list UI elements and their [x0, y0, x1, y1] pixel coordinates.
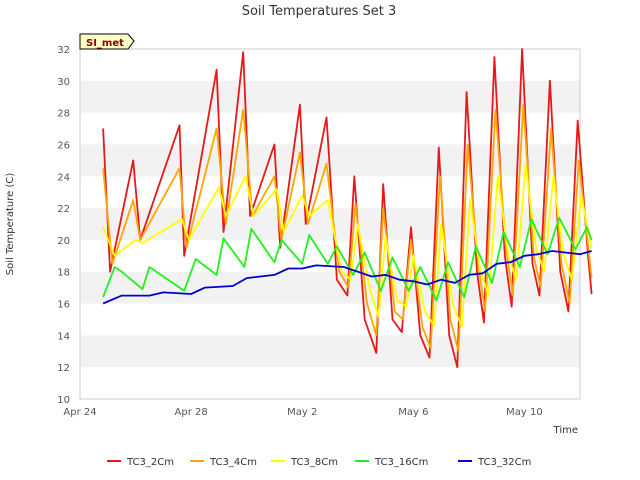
- plot-frame: [79, 48, 581, 400]
- series-line-tc3-8cm: [102, 164, 593, 329]
- legend: TC3_2Cm TC3_4Cm TC3_8Cm TC3_16Cm TC3_32Cm: [107, 457, 531, 468]
- series-line-tc3-32cm: [102, 250, 592, 305]
- grid-band: [80, 303, 580, 336]
- legend-label: TC3_32Cm: [477, 457, 531, 468]
- y-tick-label: 10: [57, 395, 70, 406]
- y-tick-label: 12: [57, 363, 70, 374]
- site-label-box: SI_met: [79, 33, 135, 50]
- x-tick-label: May 10: [506, 407, 543, 418]
- x-axis-title: Time: [553, 425, 578, 436]
- x-tick-label: May 6: [398, 407, 428, 418]
- x-tick-label: Apr 28: [175, 407, 208, 418]
- y-tick-label: 16: [57, 300, 70, 311]
- x-tick-labels: Apr 24 Apr 28 May 2 May 6 May 10: [63, 407, 542, 418]
- y-tick-label: 20: [57, 236, 70, 247]
- legend-label: TC3_4Cm: [209, 457, 257, 468]
- grid-band: [80, 112, 580, 145]
- grid-band: [80, 49, 580, 81]
- y-tick-label: 30: [57, 77, 70, 88]
- y-tick-label: 18: [57, 268, 70, 279]
- series-line-tc3-4cm: [102, 103, 593, 353]
- chart-title: Soil Temperatures Set 3: [242, 4, 397, 19]
- y-axis-title: Soil Temperature (C): [5, 173, 16, 276]
- x-tick-label: Apr 24: [63, 407, 96, 418]
- legend-item-tc3-2cm: TC3_2Cm: [107, 457, 174, 468]
- grid-band: [80, 80, 580, 113]
- y-tick-label: 14: [57, 331, 70, 342]
- series-line-tc3-2cm: [102, 48, 593, 369]
- site-label-text: SI_met: [86, 38, 124, 49]
- grid-band: [80, 367, 580, 399]
- series-lines: [102, 48, 593, 369]
- y-tick-label: 22: [57, 204, 70, 215]
- legend-item-tc3-16cm: TC3_16Cm: [355, 457, 428, 468]
- y-tick-labels: 10 12 14 16 18 20 22 24 26 28 30 32: [57, 45, 70, 406]
- legend-label: TC3_2Cm: [126, 457, 174, 468]
- series-line-tc3-16cm: [102, 216, 593, 302]
- y-tick-label: 26: [57, 140, 70, 151]
- grid-band: [80, 335, 580, 368]
- y-tick-label: 24: [57, 172, 70, 183]
- x-tick-label: May 2: [287, 407, 317, 418]
- legend-label: TC3_16Cm: [374, 457, 428, 468]
- y-tick-label: 28: [57, 109, 70, 120]
- legend-item-tc3-8cm: TC3_8Cm: [271, 457, 338, 468]
- legend-label: TC3_8Cm: [290, 457, 338, 468]
- legend-item-tc3-32cm: TC3_32Cm: [458, 457, 531, 468]
- grid-band: [80, 271, 580, 304]
- site-label-frame: [79, 33, 135, 50]
- legend-item-tc3-4cm: TC3_4Cm: [190, 457, 257, 468]
- y-tick-label: 32: [57, 45, 70, 56]
